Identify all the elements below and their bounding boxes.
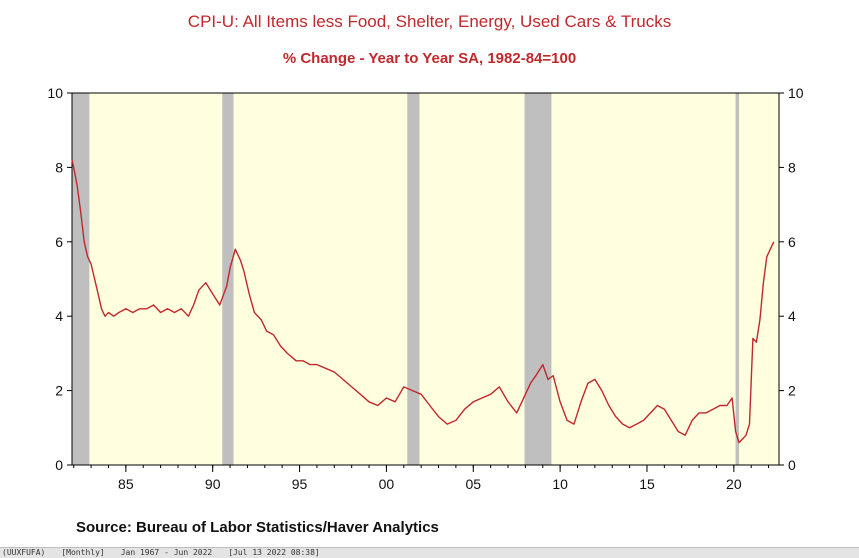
x-tick-label: 85	[118, 476, 134, 492]
y-tick-label-right: 4	[788, 308, 796, 324]
series-line	[71, 159, 775, 444]
y-tick-label-left: 8	[55, 159, 63, 175]
recession-band	[72, 93, 90, 465]
plot-background	[72, 93, 779, 465]
y-tick-label-right: 6	[788, 234, 796, 250]
y-tick-label-left: 0	[55, 457, 63, 473]
x-tick-label: 20	[726, 476, 742, 492]
plot-frame	[71, 92, 780, 466]
chart-subtitle: % Change - Year to Year SA, 1982-84=100	[282, 50, 577, 67]
y-tick-label-left: 6	[55, 234, 63, 250]
y-tick-label-right: 10	[788, 85, 804, 101]
y-tick-label-right: 0	[788, 457, 796, 473]
x-tick-label: 00	[379, 476, 395, 492]
y-tick-label-left: 2	[55, 383, 63, 399]
status-bar: (UUXFUFA) [Monthly] Jan 1967 - Jun 2022 [Ju…	[0, 547, 859, 558]
recession-band	[407, 93, 420, 465]
x-tick-label: 90	[205, 476, 221, 492]
recession-band	[735, 93, 740, 465]
x-tick-label: 95	[292, 476, 308, 492]
x-tick-label: 15	[639, 476, 655, 492]
chart-title: CPI-U: All Items less Food, Shelter, Ene…	[187, 12, 672, 31]
status-range: Jan 1967 - Jun 2022	[120, 548, 213, 557]
status-frequency: [Monthly]	[61, 548, 105, 557]
x-tick-label: 05	[465, 476, 481, 492]
recession-band	[524, 93, 552, 465]
status-timestamp: [Jul 13 2022 08:38]	[228, 548, 320, 557]
y-tick-label-right: 2	[788, 383, 796, 399]
y-tick-label-right: 8	[788, 159, 796, 175]
y-tick-label-left: 10	[47, 85, 63, 101]
status-series-code: (UUXFUFA)	[2, 548, 46, 557]
source-note: Source: Bureau of Labor Statistics/Haver…	[76, 519, 439, 536]
y-tick-label-left: 4	[55, 308, 63, 324]
x-tick-label: 10	[552, 476, 568, 492]
